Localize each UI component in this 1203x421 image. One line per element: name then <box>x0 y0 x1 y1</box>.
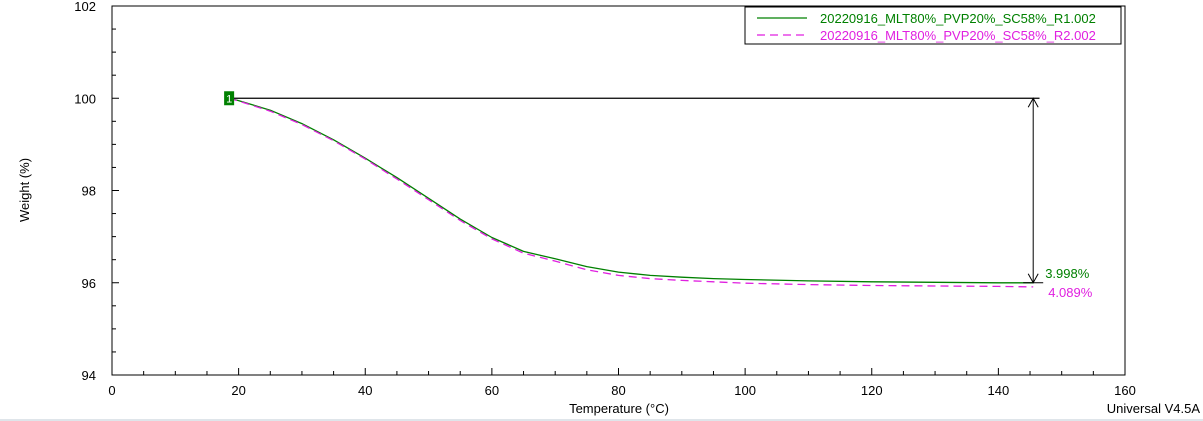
annotations: 3.998% 4.089% 1 <box>224 91 1093 300</box>
software-version-label: Universal V4.5A <box>1107 401 1201 416</box>
plot-frame <box>111 5 1126 376</box>
y-axis-title: Weight (%) <box>17 158 32 222</box>
arrow-head-bottom <box>1027 273 1039 284</box>
y-tick-label: 100 <box>74 91 96 106</box>
legend-label-r1: 20220916_MLT80%_PVP20%_SC58%_R1.002 <box>820 11 1096 26</box>
x-tick-label: 120 <box>861 383 883 398</box>
series-line-r1 <box>228 97 1034 284</box>
x-tick-label: 160 <box>1114 383 1136 398</box>
bottom-border <box>0 419 1203 421</box>
data-series <box>228 97 1034 288</box>
x-tick-label: 60 <box>485 383 499 398</box>
y-tick-label: 98 <box>82 184 96 199</box>
x-tick-label: 100 <box>734 383 756 398</box>
arrow-head-top <box>1027 97 1039 108</box>
weight-loss-label-r2: 4.089% <box>1048 285 1093 300</box>
plot-area <box>111 5 1126 376</box>
x-tick-label: 80 <box>611 383 625 398</box>
step-marker-box <box>224 91 235 106</box>
x-tick-label: 40 <box>358 383 372 398</box>
y-tick-label: 94 <box>82 368 96 383</box>
step-marker-label: 1 <box>226 93 232 105</box>
axis-ticks <box>111 5 1126 376</box>
x-axis-title: Temperature (°C) <box>569 401 669 416</box>
x-tick-label: 20 <box>231 383 245 398</box>
y-tick-label: 102 <box>74 0 96 14</box>
legend-box <box>744 6 1122 45</box>
x-tick-label: 140 <box>988 383 1010 398</box>
legend: 20220916_MLT80%_PVP20%_SC58%_R1.002 2022… <box>744 6 1122 45</box>
y-tick-label: 96 <box>82 276 96 291</box>
legend-label-r2: 20220916_MLT80%_PVP20%_SC58%_R2.002 <box>820 28 1096 43</box>
x-tick-label: 0 <box>108 383 115 398</box>
axis-tick-labels: 0 20 40 60 80 100 120 140 160 94 96 98 100 102 <box>74 0 1136 398</box>
series-line-r2 <box>228 97 1034 288</box>
weight-loss-label-r1: 3.998% <box>1045 266 1090 281</box>
